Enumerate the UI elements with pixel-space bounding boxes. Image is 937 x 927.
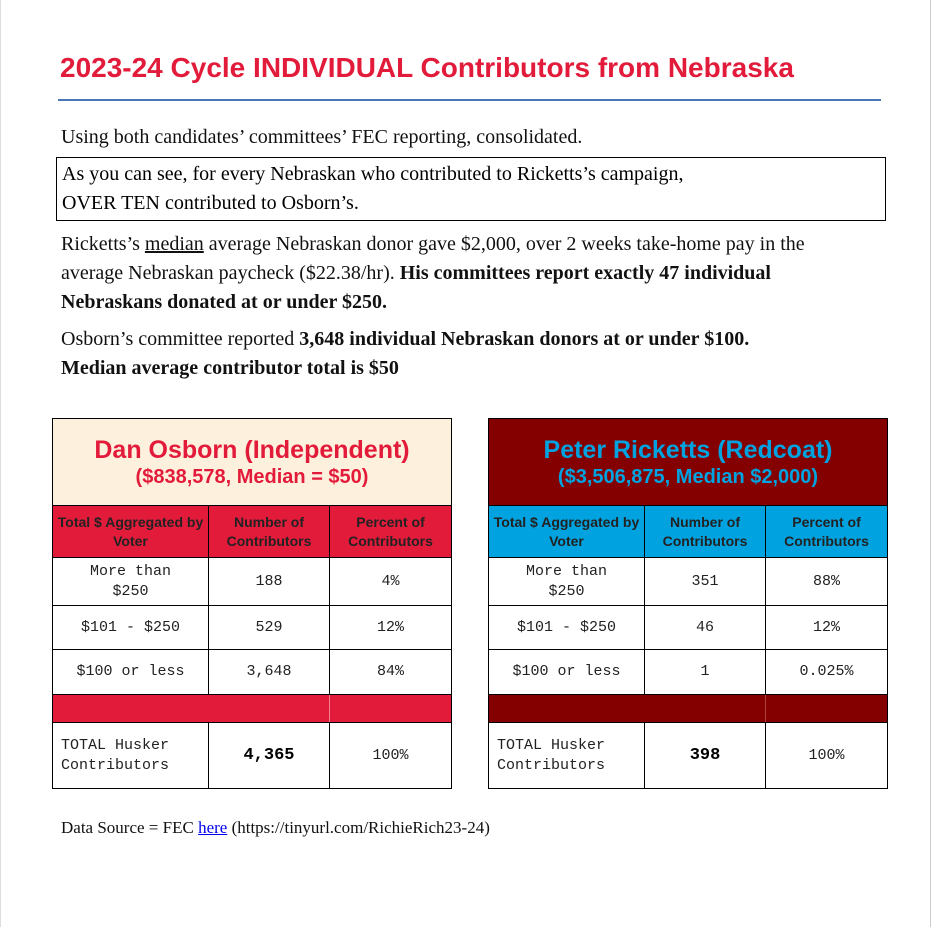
- total-percent: 100%: [328, 722, 453, 789]
- table-cell: $101 - $250: [488, 605, 645, 650]
- table-cell: 12%: [328, 605, 453, 650]
- text: His committees report exactly 47 individ…: [61, 262, 771, 313]
- osborn-table: Dan Osborn (Independent) ($838,578, Media…: [51, 418, 453, 789]
- intro-text: Using both candidates’ committees’ FEC r…: [61, 126, 583, 148]
- page-title: 2023-24 Cycle INDIVIDUAL Contributors fr…: [60, 52, 794, 83]
- data-source: Data Source = FEC here (https://tinyurl.…: [61, 818, 490, 838]
- column-header: Total $ Aggregated by Voter: [488, 505, 645, 558]
- candidate-header: Peter Ricketts (Redcoat) ($3,506,875, Med…: [487, 418, 889, 506]
- table-cell: 3,648: [208, 649, 330, 695]
- table-row: More than $250 188 4%: [52, 557, 453, 606]
- table-cell: 188: [208, 557, 330, 606]
- total-row: TOTAL Husker Contributors 4,365 100%: [52, 722, 453, 789]
- title-rule: [58, 99, 881, 101]
- total-percent: 100%: [764, 722, 889, 789]
- candidate-header: Dan Osborn (Independent) ($838,578, Media…: [51, 418, 453, 506]
- source-link[interactable]: here: [198, 818, 228, 837]
- table-cell: $100 or less: [52, 649, 209, 695]
- table-row: $100 or less 3,648 84%: [52, 649, 453, 695]
- table-cell: 0.025%: [764, 649, 889, 695]
- column-header: Percent of Contributors: [328, 505, 453, 558]
- table-cell: 529: [208, 605, 330, 650]
- text: median: [144, 233, 204, 255]
- column-header: Percent of Contributors: [764, 505, 889, 558]
- column-header: Number of Contributors: [208, 505, 330, 558]
- ricketts-table: Peter Ricketts (Redcoat) ($3,506,875, Med…: [487, 418, 889, 789]
- total-label: TOTAL Husker Contributors: [52, 722, 209, 789]
- table-cell: 4%: [328, 557, 453, 606]
- table-cell: More than $250: [52, 557, 209, 606]
- table-cell: 351: [644, 557, 766, 606]
- callout-line: As you can see, for every Nebraskan who …: [62, 163, 684, 185]
- text: average Nebraskan donor gave $2,000, ove…: [61, 233, 805, 284]
- table-cell: 46: [644, 605, 766, 650]
- candidate-total: ($838,578, Median = $50): [135, 466, 369, 488]
- page-border: [930, 0, 931, 927]
- table-cell: $100 or less: [488, 649, 645, 695]
- osborn-paragraph: Osborn’s committee reported 3,648 indivi…: [61, 325, 871, 383]
- ricketts-paragraph: Ricketts’s median average Nebraskan dono…: [61, 230, 871, 317]
- text: Median average contributor total is $50: [61, 357, 399, 379]
- text: Data Source = FEC: [61, 818, 199, 837]
- table-row: More than $250 351 88%: [488, 557, 889, 606]
- candidate-total: ($3,506,875, Median $2,000): [557, 466, 819, 488]
- total-count: 4,365: [208, 722, 330, 789]
- text: Osborn’s committee reported: [61, 328, 300, 350]
- table-row: $100 or less 1 0.025%: [488, 649, 889, 695]
- text: (https://tinyurl.com/RichieRich23-24): [227, 818, 490, 837]
- text: Ricketts’s: [61, 233, 145, 255]
- column-header: Total $ Aggregated by Voter: [52, 505, 209, 558]
- separator-band: [488, 694, 889, 723]
- table-row: $101 - $250 46 12%: [488, 605, 889, 650]
- table-cell: 12%: [764, 605, 889, 650]
- table-cell: 1: [644, 649, 766, 695]
- table-cell: More than $250: [488, 557, 645, 606]
- total-row: TOTAL Husker Contributors 398 100%: [488, 722, 889, 789]
- total-label: TOTAL Husker Contributors: [488, 722, 645, 789]
- separator-band: [52, 694, 453, 723]
- column-header: Number of Contributors: [644, 505, 766, 558]
- table-row: $101 - $250 529 12%: [52, 605, 453, 650]
- total-count: 398: [644, 722, 766, 789]
- table-cell: 88%: [764, 557, 889, 606]
- callout-line: OVER TEN contributed to Osborn’s.: [62, 192, 359, 214]
- text: 3,648 individual Nebraskan donors at or …: [299, 328, 750, 350]
- candidate-name: Peter Ricketts (Redcoat): [543, 436, 833, 464]
- table-cell: $101 - $250: [52, 605, 209, 650]
- table-cell: 84%: [328, 649, 453, 695]
- candidate-name: Dan Osborn (Independent): [94, 436, 410, 464]
- callout-box: As you can see, for every Nebraskan who …: [56, 157, 886, 221]
